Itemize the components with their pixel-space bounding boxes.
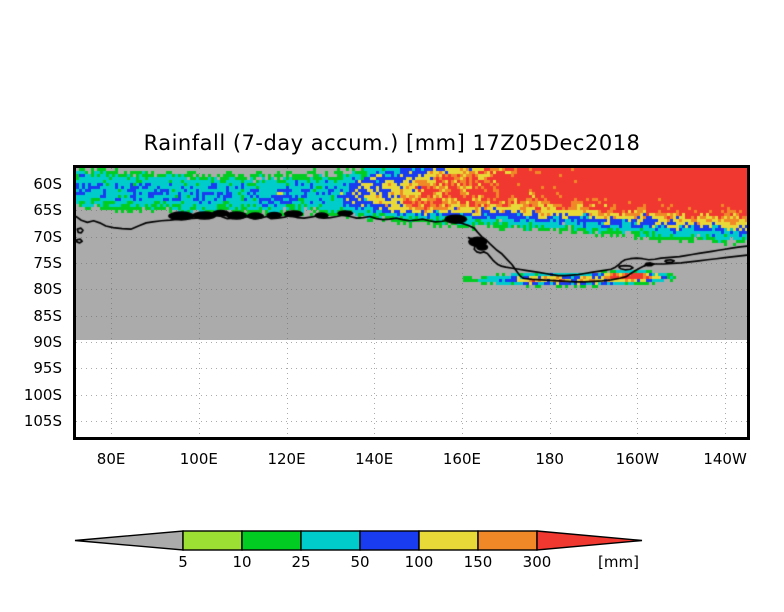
tick-y bbox=[73, 398, 76, 400]
x-axis-tick-label: 160E bbox=[442, 450, 481, 468]
tick-x bbox=[553, 437, 555, 440]
tick-y bbox=[73, 424, 76, 426]
y-axis-tick-label: 90S bbox=[33, 333, 62, 352]
y-axis-tick-label: 70S bbox=[33, 227, 62, 246]
colorbar-tick-label: 5 bbox=[178, 553, 188, 571]
x-axis-tick-label: 140W bbox=[703, 450, 747, 468]
tick-y bbox=[73, 213, 76, 215]
tick-y bbox=[73, 187, 76, 189]
tick-x bbox=[290, 437, 292, 440]
colorbar-tick-label: 50 bbox=[350, 553, 370, 571]
x-axis-tick-label: 80E bbox=[96, 450, 126, 468]
x-axis-tick-label: 120E bbox=[267, 450, 306, 468]
map-plot-area[interactable] bbox=[73, 165, 750, 440]
colorbar-tick-label: 100 bbox=[404, 553, 434, 571]
tick-x bbox=[202, 437, 204, 440]
colorbar-swatches bbox=[74, 530, 643, 551]
tick-y bbox=[73, 266, 76, 268]
tick-y bbox=[73, 319, 76, 321]
colorbar-unit-label: [mm] bbox=[598, 553, 639, 571]
page-title: Rainfall (7-day accum.) [mm] 17Z05Dec201… bbox=[143, 131, 641, 155]
colorbar-tick-label: 300 bbox=[522, 553, 552, 571]
y-axis-tick-label: 65S bbox=[33, 201, 62, 220]
x-axis-tick-label: 140E bbox=[355, 450, 394, 468]
x-axis-tick-label: 100E bbox=[179, 450, 218, 468]
colorbar-segment bbox=[477, 530, 538, 551]
tick-y bbox=[73, 345, 76, 347]
tick-x bbox=[640, 437, 642, 440]
colorbar-high-arrow bbox=[536, 530, 643, 551]
colorbar-segment bbox=[300, 530, 361, 551]
tick-x bbox=[377, 437, 379, 440]
y-axis-tick-label: 95S bbox=[33, 359, 62, 378]
colorbar-tick-label: 10 bbox=[232, 553, 252, 571]
tick-x bbox=[465, 437, 467, 440]
tick-y bbox=[73, 371, 76, 373]
colorbar-segment bbox=[241, 530, 302, 551]
colorbar-segment bbox=[182, 530, 243, 551]
map-plot-inner bbox=[76, 168, 747, 437]
tick-y bbox=[73, 240, 76, 242]
y-axis-tick-label: 80S bbox=[33, 280, 62, 299]
colorbar[interactable]: 5 10 25 50 100 150 300 [mm] bbox=[0, 515, 784, 575]
y-axis-tick-label: 85S bbox=[33, 306, 62, 325]
y-axis-tick-label: 75S bbox=[33, 253, 62, 272]
y-axis-tick-label: 60S bbox=[33, 174, 62, 193]
tick-x bbox=[114, 437, 116, 440]
colorbar-tick-label: 25 bbox=[291, 553, 311, 571]
colorbar-tick-label: 150 bbox=[463, 553, 493, 571]
colorbar-segment bbox=[418, 530, 479, 551]
coastline-overlay bbox=[76, 168, 747, 437]
y-axis-tick-label: 105S bbox=[23, 412, 62, 431]
tick-y bbox=[73, 292, 76, 294]
tick-x bbox=[728, 437, 730, 440]
y-axis-tick-label: 100S bbox=[23, 385, 62, 404]
x-axis-tick-label: 160W bbox=[615, 450, 660, 468]
colorbar-segment bbox=[359, 530, 420, 551]
colorbar-low-arrow bbox=[74, 530, 184, 551]
x-axis-tick-label: 180 bbox=[535, 450, 564, 468]
